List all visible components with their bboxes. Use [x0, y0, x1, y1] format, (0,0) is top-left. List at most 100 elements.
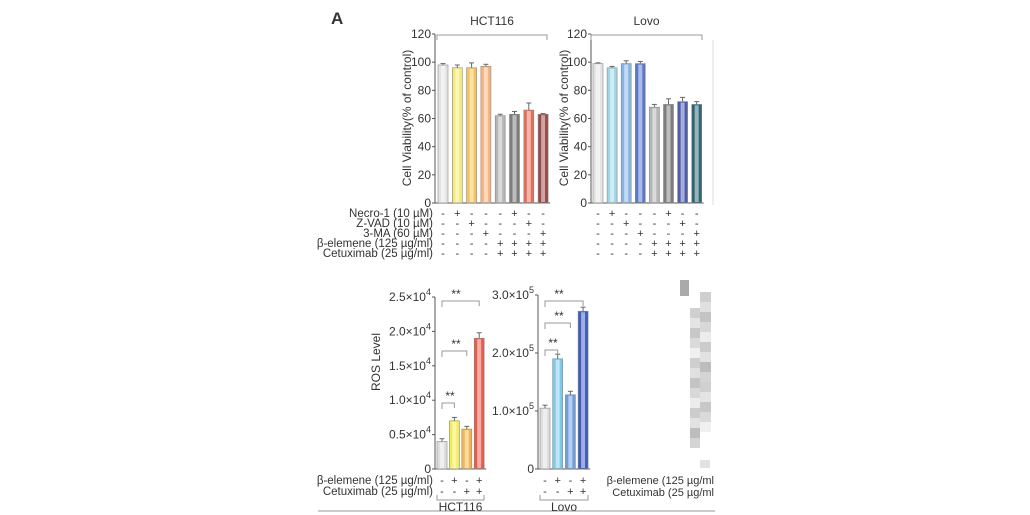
y-tick-mantissa: 2.0×10	[492, 346, 529, 360]
blot-pixel	[700, 412, 711, 422]
blot-pixel	[700, 460, 710, 468]
treatment-mark: -	[638, 208, 642, 220]
blot-pixel	[700, 322, 711, 332]
treatment-mark: -	[470, 228, 474, 240]
significance-stars: **	[554, 287, 564, 301]
treatment-mark: -	[441, 218, 445, 230]
y-tick-label: 1.0×104	[389, 390, 431, 407]
chart-2: 00.5×1041.0×1041.5×1042.0×1042.5×104ROS …	[317, 287, 487, 514]
significance-stars: **	[445, 389, 455, 403]
blot-pixel	[690, 348, 700, 358]
y-tick-exponent: 4	[426, 390, 431, 400]
treatment-mark: -	[441, 228, 445, 240]
blot-pixel	[690, 328, 700, 338]
y-tick-mantissa: 0	[527, 462, 534, 476]
treatment-mark: -	[695, 218, 699, 230]
bar-highlight	[477, 339, 482, 468]
y-tick-label: 80	[574, 83, 588, 97]
blot-pixel	[690, 368, 700, 378]
treatment-mark: -	[653, 218, 657, 230]
bar-highlight	[666, 105, 671, 202]
significance-bracket	[441, 402, 455, 409]
significance-stars: **	[451, 337, 461, 351]
cropped-treatment-label: β-elemene (125 µg/ml	[607, 475, 714, 487]
y-tick-label: 0	[580, 196, 587, 210]
treatment-mark: -	[596, 218, 600, 230]
y-tick-label: 20	[574, 168, 588, 182]
treatment-mark: -	[498, 218, 502, 230]
treatment-label: β-elemene (125 µg/ml)	[317, 475, 433, 487]
treatment-mark: -	[653, 208, 657, 220]
blot-pixel	[700, 362, 711, 372]
y-tick-label: 100	[567, 55, 587, 69]
treatment-mark: -	[498, 228, 502, 240]
y-tick-label: 40	[574, 140, 588, 154]
panel-label: A	[331, 9, 343, 28]
y-tick-label: 120	[411, 27, 431, 41]
y-tick-label: 60	[418, 112, 432, 126]
treatment-mark: -	[596, 238, 600, 250]
blot-pixel	[690, 428, 700, 438]
y-tick-label: 20	[418, 168, 432, 182]
bar-highlight	[694, 105, 699, 202]
y-tick-label: 2.0×104	[389, 321, 431, 338]
blot-pixel	[690, 388, 700, 398]
treatment-mark: -	[610, 218, 614, 230]
treatment-mark: -	[610, 228, 614, 240]
blot-pixel	[700, 392, 711, 402]
treatment-mark: -	[484, 248, 488, 260]
y-tick-label: 0	[424, 196, 431, 210]
y-tick-label: 80	[418, 83, 432, 97]
blot-pixel	[690, 318, 700, 328]
blot-pixel	[700, 382, 711, 392]
treatment-mark: +	[679, 218, 685, 230]
y-tick-exponent: 5	[529, 401, 534, 411]
y-axis-label: Cell Viability(% of control)	[557, 50, 571, 187]
bar-highlight	[512, 115, 517, 202]
bar-highlight	[469, 68, 474, 202]
bar-highlight	[452, 421, 457, 468]
treatment-mark: +	[511, 238, 517, 250]
treatment-mark: +	[526, 238, 532, 250]
significance-stars: **	[548, 336, 558, 350]
blot-pixel	[690, 308, 700, 318]
bar-highlight	[543, 409, 547, 468]
y-tick-mantissa: 2.0×10	[389, 324, 426, 338]
group-bracket	[590, 34, 703, 40]
treatment-mark: +	[580, 486, 586, 498]
group-bracket	[436, 34, 548, 40]
treatment-mark: -	[455, 248, 459, 260]
treatment-mark: -	[569, 475, 573, 487]
treatment-mark: +	[468, 218, 474, 230]
y-tick-label: 0.5×104	[389, 425, 431, 442]
treatment-mark: -	[441, 248, 445, 260]
y-tick-exponent: 4	[426, 287, 431, 297]
group-label: Lovo	[551, 500, 577, 514]
treatment-mark: +	[526, 218, 532, 230]
treatment-mark: +	[665, 248, 671, 260]
treatment-mark: -	[541, 218, 545, 230]
y-tick-label: 0	[527, 462, 534, 476]
treatment-mark: +	[637, 228, 643, 240]
chart-1: 0 20 40 60 80 100 120 Cell Viability(% of contr…	[557, 14, 704, 260]
y-tick-label: 100	[411, 55, 431, 69]
treatment-mark: -	[440, 486, 444, 498]
treatment-label: Cetuximab (25 µg/ml)	[323, 248, 433, 260]
treatment-mark: -	[638, 248, 642, 260]
group-label: Lovo	[633, 14, 659, 28]
treatment-mark: +	[451, 475, 457, 487]
treatment-label: 3-MA (60 µM)	[363, 228, 433, 240]
treatment-mark: +	[540, 248, 546, 260]
treatment-mark: +	[651, 248, 657, 260]
treatment-mark: -	[455, 218, 459, 230]
treatment-mark: +	[476, 475, 482, 487]
cropped-panel: β-elemene (125 µg/ml Cetuximab (25 µg/ml	[607, 280, 714, 499]
significance-bracket	[441, 350, 468, 357]
bar-highlight	[455, 68, 460, 202]
treatment-label: β-elemene (125 µg/ml)	[317, 238, 433, 250]
bar-highlight	[652, 108, 657, 202]
y-tick-mantissa: 3.0×10	[492, 288, 529, 302]
treatment-mark: +	[554, 475, 560, 487]
treatment-mark: +	[540, 238, 546, 250]
treatment-mark: +	[464, 486, 470, 498]
